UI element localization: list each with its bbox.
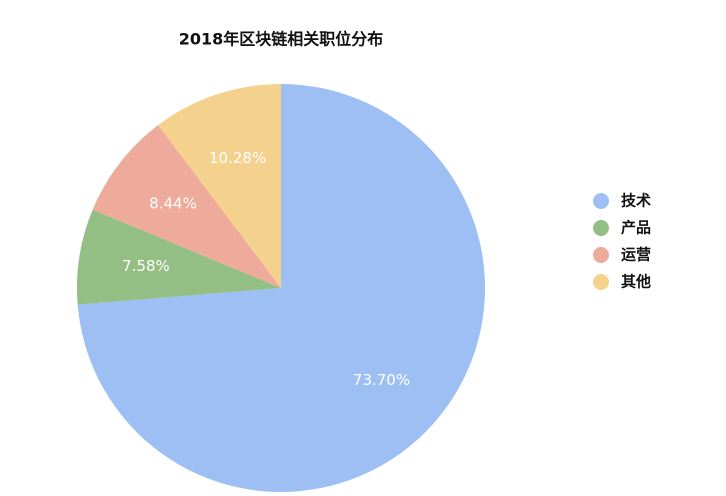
pie-slice (158, 84, 281, 288)
legend-label: 其他 (621, 273, 651, 291)
pie-slice (77, 84, 486, 493)
pie-slice (77, 209, 282, 305)
data-label: 73.70% (353, 371, 410, 389)
legend-label: 产品 (621, 219, 651, 237)
legend-marker (593, 193, 609, 209)
legend-marker (593, 247, 609, 263)
legend-marker (593, 274, 609, 290)
pie-slice (92, 125, 282, 289)
data-label: 7.58% (122, 257, 170, 275)
legend-marker (593, 220, 609, 236)
chart-title: 2018年区块链相关职位分布 (179, 30, 384, 49)
legend-label: 技术 (621, 192, 651, 210)
data-label: 8.44% (149, 195, 197, 213)
data-label: 10.28% (209, 149, 266, 167)
legend-label: 运营 (621, 246, 651, 264)
